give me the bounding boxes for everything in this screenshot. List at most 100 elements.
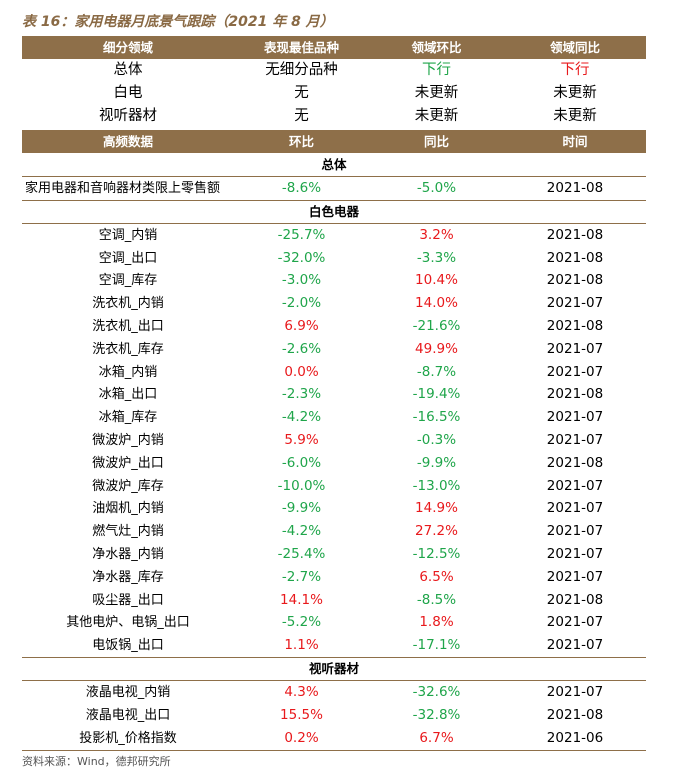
yoy-value: -0.3% <box>416 432 457 448</box>
yoy-value: -8.7% <box>416 363 457 380</box>
table-row: 油烟机_内销 -9.9% 14.9% 2021-07 <box>22 497 646 520</box>
time-value: 2021-08 <box>546 249 604 266</box>
segment-name: 白电 <box>113 85 143 101</box>
detail-header: 高频数据 环比 同比 时间 <box>22 130 646 153</box>
time-value: 2021-07 <box>546 568 604 585</box>
yoy-value: -3.3% <box>416 249 457 266</box>
table-row: 燃气灶_内销 -4.2% 27.2% 2021-07 <box>22 520 646 543</box>
table-row: 吸尘器_出口 14.1% -8.5% 2021-08 <box>22 589 646 612</box>
item-name: 洗衣机_内销 <box>92 296 164 312</box>
mom-value: 15.5% <box>280 706 323 723</box>
time-value: 2021-08 <box>546 386 604 403</box>
table-bottom-line <box>22 750 646 752</box>
segment-name: 视听器材 <box>99 108 157 124</box>
mom-value: -2.6% <box>281 340 322 357</box>
item-name: 微波炉_出口 <box>92 455 164 471</box>
time-value: 2021-07 <box>546 614 604 631</box>
mom-value: -4.2% <box>281 409 322 426</box>
time-value: 2021-08 <box>546 706 604 723</box>
item-name: 冰箱_库存 <box>98 410 158 426</box>
table-row: 微波炉_库存 -10.0% -13.0% 2021-07 <box>22 475 646 498</box>
item-name: 其他电炉、电锅_出口 <box>66 615 190 631</box>
time-value: 2021-08 <box>546 591 604 608</box>
mom-value: -2.3% <box>281 386 322 403</box>
yoy-value: -21.6% <box>412 318 461 334</box>
table-title: 表 16：家用电器月底景气跟踪（2021 年 8 月） <box>22 14 334 30</box>
item-name: 吸尘器_出口 <box>92 592 164 608</box>
mom-value: 5.9% <box>284 432 319 448</box>
table-row: 洗衣机_出口 6.9% -21.6% 2021-08 <box>22 315 646 338</box>
mom-value: -8.6% <box>281 180 322 196</box>
item-name: 燃气灶_内销 <box>92 524 164 540</box>
yoy-value: 6.7% <box>419 729 454 746</box>
header-mom: 环比 <box>288 134 314 149</box>
mom-value: 0.0% <box>284 363 319 380</box>
item-name: 洗衣机_库存 <box>92 341 164 357</box>
item-name: 电饭锅_出口 <box>92 638 164 654</box>
mom-value: -32.0% <box>277 249 326 266</box>
time-value: 2021-07 <box>546 500 604 517</box>
summary-header: 细分领域 表现最佳品种 领域环比 领域同比 <box>22 36 646 59</box>
yoy-value: -13.0% <box>412 477 461 494</box>
table-row: 投影机_价格指数 0.2% 6.7% 2021-06 <box>22 727 646 750</box>
table-row: 其他电炉、电锅_出口 -5.2% 1.8% 2021-07 <box>22 611 646 634</box>
best-variety: 无 <box>294 108 309 124</box>
mom-value: -9.9% <box>281 500 322 517</box>
item-name: 微波炉_库存 <box>92 478 164 494</box>
mom-value: 4.3% <box>284 684 319 700</box>
item-name: 净水器_库存 <box>92 569 164 585</box>
table-row: 冰箱_出口 -2.3% -19.4% 2021-08 <box>22 383 646 406</box>
table-row: 洗衣机_内销 -2.0% 14.0% 2021-07 <box>22 292 646 315</box>
section-divider <box>22 657 646 658</box>
segment-mom: 未更新 <box>414 108 459 124</box>
yoy-value: -5.0% <box>416 180 457 196</box>
time-value: 2021-07 <box>546 546 604 562</box>
time-value: 2021-08 <box>546 318 604 334</box>
header-time: 时间 <box>562 134 588 149</box>
header-segment-mom: 领域环比 <box>411 40 462 55</box>
mom-value: -25.4% <box>277 546 326 562</box>
segment-mom: 未更新 <box>414 85 459 101</box>
yoy-value: -19.4% <box>412 386 461 403</box>
item-name: 空调_出口 <box>98 250 158 266</box>
time-value: 2021-08 <box>546 226 604 243</box>
time-value: 2021-06 <box>546 729 604 746</box>
item-name: 微波炉_内销 <box>92 433 164 448</box>
time-value: 2021-08 <box>546 454 604 471</box>
mom-value: -4.2% <box>281 523 322 540</box>
yoy-value: 14.0% <box>415 295 458 312</box>
table-row: 家用电器和音响器材类限上零售额 -8.6% -5.0% 2021-08 <box>22 177 646 200</box>
yoy-value: -32.8% <box>412 706 461 723</box>
mom-value: 0.2% <box>284 729 319 746</box>
time-value: 2021-08 <box>546 180 604 196</box>
summary-row: 白电 无 未更新 未更新 <box>22 82 646 105</box>
table-row: 净水器_内销 -25.4% -12.5% 2021-07 <box>22 543 646 566</box>
item-name: 液晶电视_出口 <box>85 707 171 723</box>
yoy-value: 1.8% <box>419 614 454 631</box>
header-segment: 细分领域 <box>102 40 153 55</box>
yoy-value: 3.2% <box>419 226 454 243</box>
yoy-value: -12.5% <box>412 546 461 562</box>
item-name: 油烟机_内销 <box>92 501 164 517</box>
table-row: 微波炉_出口 -6.0% -9.9% 2021-08 <box>22 452 646 475</box>
yoy-value: -17.1% <box>412 637 461 654</box>
mom-value: -5.2% <box>281 614 322 631</box>
header-high-frequency-data: 高频数据 <box>102 134 153 149</box>
mom-value: -2.0% <box>281 295 322 312</box>
mom-value: -6.0% <box>281 454 322 471</box>
yoy-value: 27.2% <box>415 523 458 540</box>
table-row: 空调_内销 -25.7% 3.2% 2021-08 <box>22 224 646 247</box>
mom-value: -2.7% <box>281 568 322 585</box>
item-name: 投影机_价格指数 <box>79 730 177 746</box>
item-name: 冰箱_出口 <box>98 387 158 403</box>
yoy-value: 6.5% <box>419 568 454 585</box>
section-header: 视听器材 <box>22 657 646 681</box>
time-value: 2021-07 <box>546 684 604 700</box>
mom-value: -25.7% <box>277 226 326 243</box>
item-name: 空调_库存 <box>98 273 158 289</box>
time-value: 2021-07 <box>546 340 604 357</box>
table-row: 冰箱_内销 0.0% -8.7% 2021-07 <box>22 361 646 384</box>
mom-value: 1.1% <box>284 637 319 654</box>
item-name: 液晶电视_内销 <box>85 685 171 700</box>
table-row: 空调_库存 -3.0% 10.4% 2021-08 <box>22 269 646 292</box>
